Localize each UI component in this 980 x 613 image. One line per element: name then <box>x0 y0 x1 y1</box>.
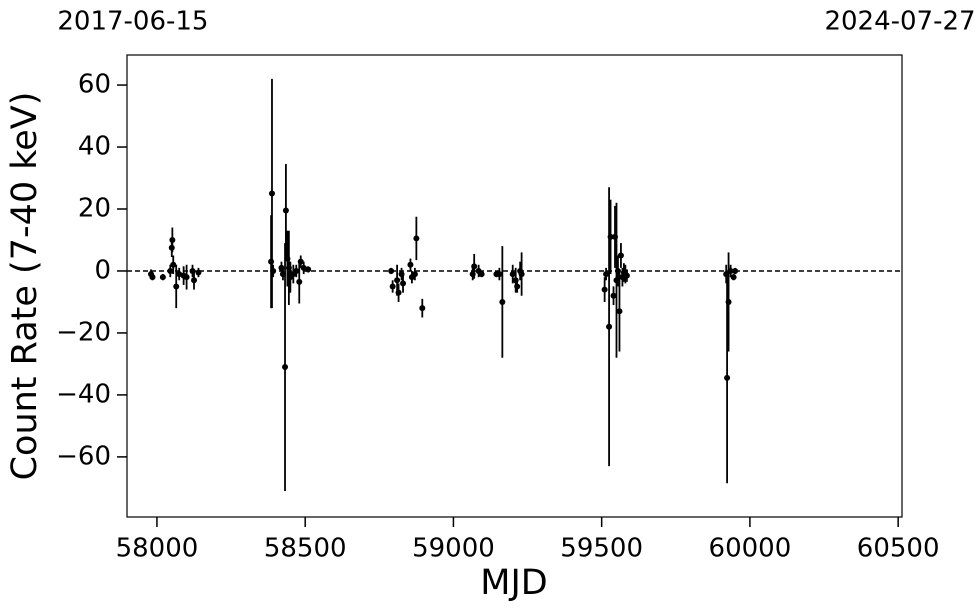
data-point <box>169 236 176 243</box>
data-point <box>617 252 624 259</box>
data-point <box>471 263 478 270</box>
data-point <box>297 258 304 265</box>
data-point <box>725 298 732 305</box>
data-point <box>413 235 420 242</box>
data-point <box>296 278 303 285</box>
data-point <box>389 283 396 290</box>
data-point <box>159 274 166 281</box>
y-tick-label: −60 <box>56 441 111 471</box>
data-point <box>603 271 610 278</box>
data-point <box>732 267 739 274</box>
data-point <box>270 267 277 274</box>
data-point <box>149 274 156 281</box>
x-tick-label: 60000 <box>709 534 792 564</box>
data-point <box>268 190 275 197</box>
top-date-label: 2024-07-27 <box>824 7 975 37</box>
data-point <box>616 308 623 315</box>
y-tick-label: 0 <box>94 255 111 285</box>
data-point <box>167 267 174 274</box>
data-point <box>195 269 202 276</box>
data-point <box>388 267 395 274</box>
x-tick-label: 58000 <box>116 534 199 564</box>
data-point <box>514 283 521 290</box>
data-point <box>173 283 180 290</box>
data-point <box>419 305 426 312</box>
data-point <box>509 271 516 278</box>
data-point <box>395 289 402 296</box>
y-tick-label: 20 <box>78 194 111 224</box>
data-point <box>623 272 630 279</box>
data-point <box>496 271 503 278</box>
x-tick-label: 58500 <box>264 534 347 564</box>
data-point <box>478 271 485 278</box>
x-tick-label: 60500 <box>857 534 940 564</box>
data-point <box>282 207 289 214</box>
x-tick-label: 59000 <box>412 534 495 564</box>
y-tick-label: −40 <box>56 379 111 409</box>
x-tick-label: 59500 <box>560 534 643 564</box>
y-tick-label: −20 <box>56 317 111 347</box>
data-point <box>407 261 414 268</box>
data-point <box>607 233 614 240</box>
data-point <box>411 271 418 278</box>
data-point <box>610 292 617 299</box>
y-tick-label: 40 <box>78 132 111 162</box>
data-point <box>170 261 177 268</box>
top-date-label: 2017-06-15 <box>57 7 208 37</box>
data-point <box>606 323 613 330</box>
data-point <box>518 271 525 278</box>
data-point <box>601 286 608 293</box>
plot-frame <box>126 54 903 518</box>
data-point <box>499 298 506 305</box>
y-axis-label: Count Rate (7-40 keV) <box>5 92 45 481</box>
data-point <box>727 267 734 274</box>
data-point <box>400 280 407 287</box>
data-point <box>394 277 401 284</box>
data-point <box>191 277 198 284</box>
y-tick-label: 60 <box>78 70 111 100</box>
data-point <box>730 274 737 281</box>
data-point <box>282 364 289 371</box>
data-point <box>724 374 731 381</box>
x-axis-label: MJD <box>480 563 547 603</box>
data-point <box>293 267 300 274</box>
data-point <box>183 274 190 281</box>
data-point <box>305 266 312 273</box>
